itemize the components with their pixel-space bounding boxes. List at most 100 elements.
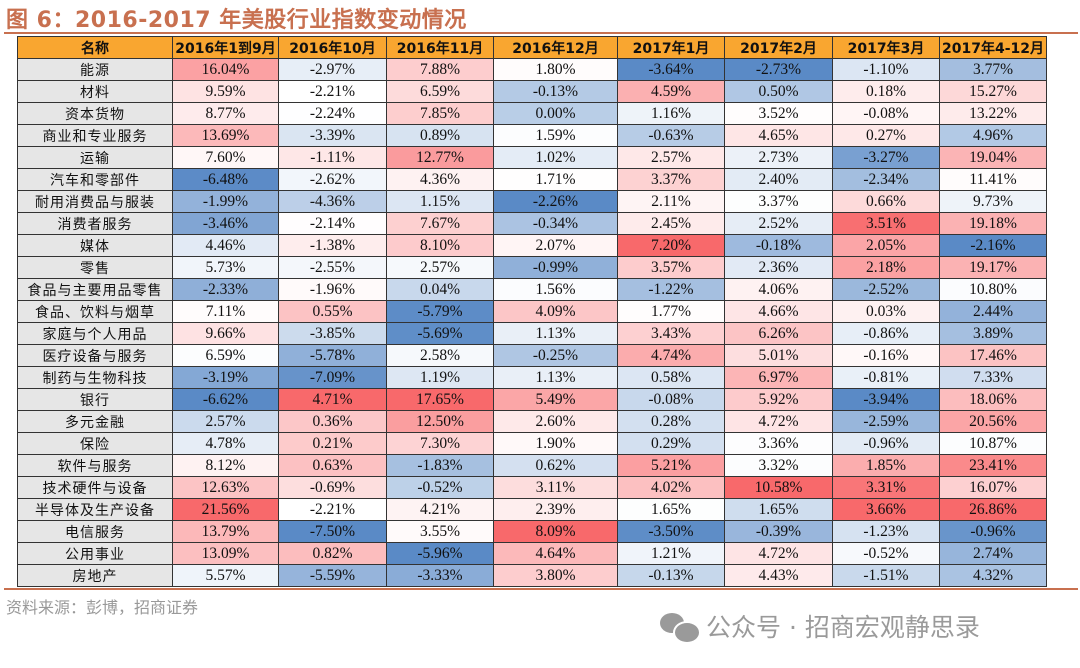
value-cell: -2.62% <box>278 168 387 191</box>
value-cell: -6.62% <box>172 388 279 411</box>
value-cell: 1.21% <box>617 542 725 565</box>
industry-name: 软件与服务 <box>17 454 173 477</box>
value-cell: 4.71% <box>278 388 387 411</box>
value-cell: 7.20% <box>617 234 725 257</box>
column-header: 2016年11月 <box>386 36 494 59</box>
value-cell: 3.51% <box>832 212 940 235</box>
value-cell: -5.78% <box>278 344 387 367</box>
industry-name: 公用事业 <box>17 542 173 565</box>
value-cell: 5.21% <box>617 454 725 477</box>
value-cell: -5.79% <box>386 300 494 323</box>
value-cell: 3.37% <box>617 168 725 191</box>
value-cell: 5.01% <box>724 344 833 367</box>
value-cell: 1.59% <box>493 124 618 147</box>
industry-name: 资本货物 <box>17 102 173 125</box>
value-cell: -0.63% <box>617 124 725 147</box>
value-cell: 20.56% <box>939 410 1047 433</box>
value-cell: 7.88% <box>386 58 494 81</box>
column-header: 2016年12月 <box>493 36 618 59</box>
column-header: 2016年1到9月 <box>172 36 279 59</box>
value-cell: 3.36% <box>724 432 833 455</box>
value-cell: 1.56% <box>493 278 618 301</box>
value-cell: -0.08% <box>832 102 940 125</box>
value-cell: 5.57% <box>172 564 279 587</box>
value-cell: 2.40% <box>724 168 833 191</box>
table-row: 汽车和零部件 -6.48% -2.62% 4.36% 1.71% 3.37% 2.40% -2… <box>17 168 1047 191</box>
value-cell: 1.13% <box>493 322 618 345</box>
value-cell: 1.16% <box>617 102 725 125</box>
value-cell: -5.59% <box>278 564 387 587</box>
value-cell: 3.89% <box>939 322 1047 345</box>
value-cell: 0.89% <box>386 124 494 147</box>
value-cell: 7.30% <box>386 432 494 455</box>
value-cell: -1.99% <box>172 190 279 213</box>
value-cell: -3.46% <box>172 212 279 235</box>
value-cell: -2.24% <box>278 102 387 125</box>
industry-name: 技术硬件与设备 <box>17 476 173 499</box>
value-cell: 1.90% <box>493 432 618 455</box>
value-cell: 0.58% <box>617 366 725 389</box>
value-cell: -0.18% <box>724 234 833 257</box>
industry-name: 耐用消费品与服装 <box>17 190 173 213</box>
value-cell: 3.77% <box>939 58 1047 81</box>
value-cell: -2.14% <box>278 212 387 235</box>
value-cell: 4.36% <box>386 168 494 191</box>
value-cell: 3.37% <box>724 190 833 213</box>
value-cell: 0.21% <box>278 432 387 455</box>
watermark: 公众号 · 招商宏观静思录 <box>660 608 980 644</box>
value-cell: -0.86% <box>832 322 940 345</box>
table-row: 零售 5.73% -2.55% 2.57% -0.99% 3.57% 2.36% 2.18% 1… <box>17 256 1047 279</box>
industry-name: 零售 <box>17 256 173 279</box>
value-cell: 12.63% <box>172 476 279 499</box>
industry-name: 运输 <box>17 146 173 169</box>
table-row: 公用事业 13.09% 0.82% -5.96% 4.64% 1.21% 4.72% -0.5… <box>17 542 1047 565</box>
value-cell: 2.57% <box>172 410 279 433</box>
industry-name: 家庭与个人用品 <box>17 322 173 345</box>
value-cell: -3.39% <box>278 124 387 147</box>
industry-name: 食品与主要用品零售 <box>17 278 173 301</box>
value-cell: -3.94% <box>832 388 940 411</box>
column-header: 2017年2月 <box>724 36 833 59</box>
value-cell: 3.11% <box>493 476 618 499</box>
table-row: 运输 7.60% -1.11% 12.77% 1.02% 2.57% 2.73% -3.27%… <box>17 146 1047 169</box>
value-cell: -1.22% <box>617 278 725 301</box>
table-header-row: 名称 2016年1到9月 2016年10月 2016年11月 2016年12月 2017年… <box>17 36 1047 59</box>
value-cell: 7.60% <box>172 146 279 169</box>
value-cell: -0.16% <box>832 344 940 367</box>
value-cell: -3.27% <box>832 146 940 169</box>
table-row: 多元金融 2.57% 0.36% 12.50% 2.60% 0.28% 4.72% -2.59… <box>17 410 1047 433</box>
value-cell: 4.43% <box>724 564 833 587</box>
value-cell: -0.52% <box>386 476 494 499</box>
value-cell: -0.81% <box>832 366 940 389</box>
industry-name: 能源 <box>17 58 173 81</box>
value-cell: 0.50% <box>724 80 833 103</box>
title-divider <box>4 32 1078 34</box>
watermark-text: 公众号 · 招商宏观静思录 <box>706 613 980 642</box>
value-cell: -6.48% <box>172 168 279 191</box>
value-cell: 17.65% <box>386 388 494 411</box>
wechat-icon <box>660 611 701 644</box>
value-cell: -7.50% <box>278 520 387 543</box>
value-cell: 0.36% <box>278 410 387 433</box>
value-cell: -0.96% <box>832 432 940 455</box>
value-cell: -7.09% <box>278 366 387 389</box>
industry-name: 媒体 <box>17 234 173 257</box>
value-cell: -5.96% <box>386 542 494 565</box>
value-cell: 13.69% <box>172 124 279 147</box>
value-cell: 21.56% <box>172 498 279 521</box>
value-cell: 1.71% <box>493 168 618 191</box>
table-row: 食品与主要用品零售 -2.33% -1.96% 0.04% 1.56% -1.22% 4.0… <box>17 278 1047 301</box>
value-cell: 18.06% <box>939 388 1047 411</box>
value-cell: 4.64% <box>493 542 618 565</box>
value-cell: 7.67% <box>386 212 494 235</box>
value-cell: 1.65% <box>617 498 725 521</box>
value-cell: 4.72% <box>724 542 833 565</box>
value-cell: 1.13% <box>493 366 618 389</box>
value-cell: 1.80% <box>493 58 618 81</box>
value-cell: 17.46% <box>939 344 1047 367</box>
column-header: 2016年10月 <box>278 36 387 59</box>
value-cell: 6.26% <box>724 322 833 345</box>
value-cell: 4.09% <box>493 300 618 323</box>
value-cell: -2.73% <box>724 58 833 81</box>
value-cell: 0.18% <box>832 80 940 103</box>
